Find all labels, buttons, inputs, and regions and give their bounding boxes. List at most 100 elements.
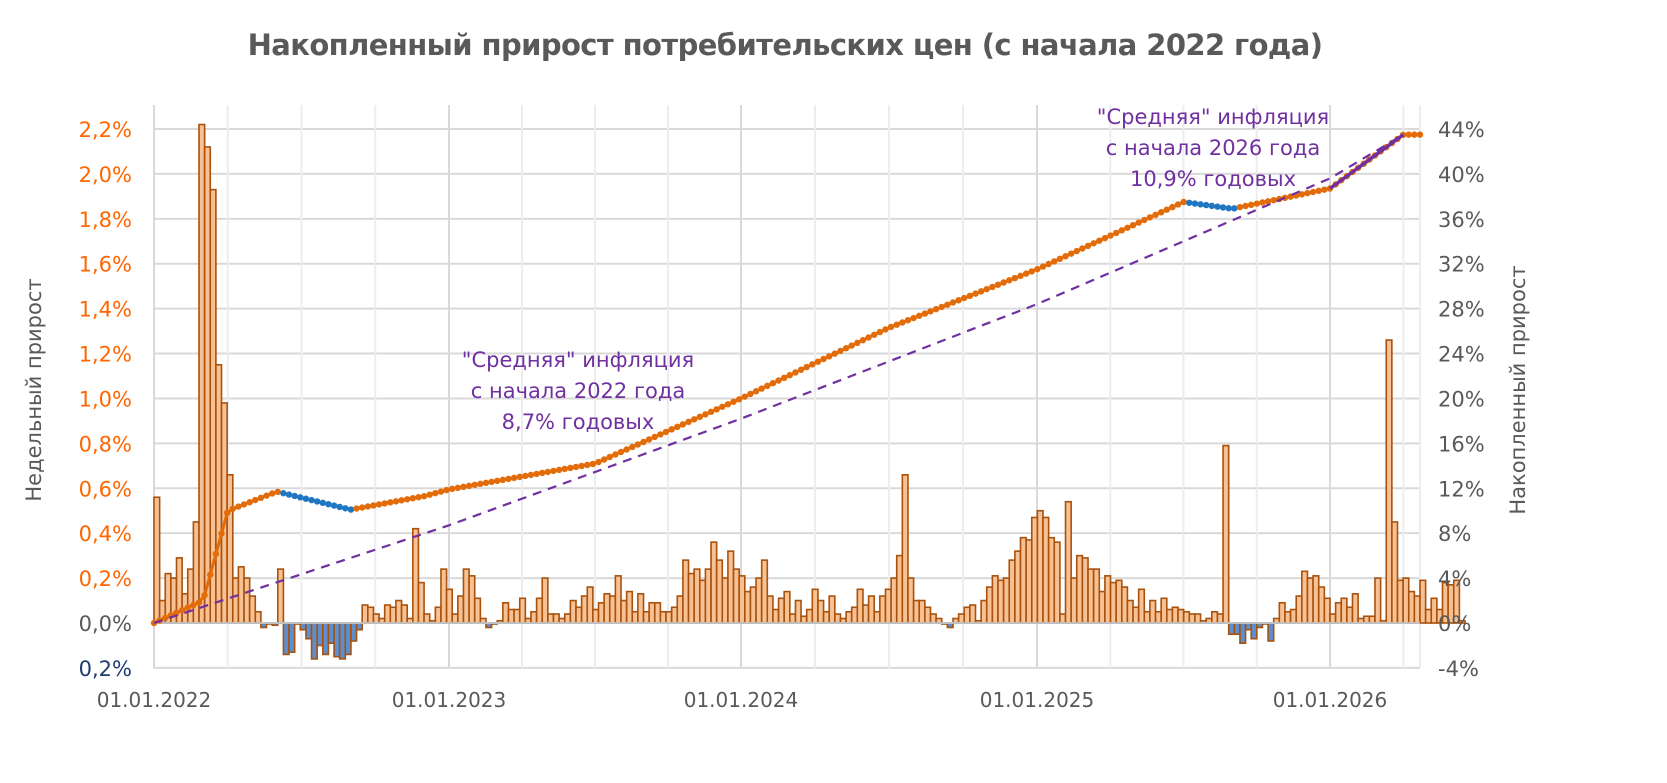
cumulative-marker: [533, 470, 540, 478]
cumulative-marker: [1225, 205, 1232, 212]
cumulative-marker: [173, 609, 180, 616]
weekly-bar: [226, 473, 234, 624]
weekly-bar: [215, 363, 223, 624]
cumulative-marker: [780, 374, 788, 382]
y-left-tick-label: 0,2%: [79, 567, 132, 591]
weekly-bar: [569, 599, 577, 624]
cumulative-marker: [1157, 209, 1165, 216]
weekly-bar: [400, 604, 409, 624]
cumulative-marker: [415, 494, 422, 501]
cumulative-marker: [432, 489, 439, 497]
cumulative-marker: [674, 423, 681, 431]
cumulative-marker: [364, 503, 372, 510]
cumulative-marker: [814, 358, 822, 365]
cumulative-marker: [882, 326, 889, 333]
weekly-bar: [625, 590, 634, 624]
weekly-bar: [1194, 613, 1202, 624]
weekly-bar: [231, 577, 240, 624]
y-right-tick-label: 12%: [1438, 477, 1485, 501]
y-right-tick-label: 4%: [1438, 567, 1471, 591]
weekly-bar: [1419, 579, 1427, 624]
cumulative-marker: [308, 496, 315, 504]
weekly-bar: [929, 613, 937, 624]
cumulative-marker: [702, 411, 709, 418]
weekly-bar: [879, 595, 887, 624]
cumulative-marker: [747, 390, 754, 398]
weekly-bar: [1109, 581, 1117, 624]
weekly-bar: [760, 559, 769, 624]
cumulative-marker: [645, 436, 653, 443]
cumulative-marker: [859, 336, 867, 344]
cumulative-marker: [398, 497, 405, 504]
weekly-bar: [1391, 521, 1399, 624]
weekly-bar: [867, 595, 876, 624]
weekly-bar: [614, 575, 622, 624]
cumulative-marker: [544, 468, 552, 476]
x-axis-ticks: 01.01.2022 01.01.2023 01.01.2024 01.01.2025…: [97, 688, 1388, 712]
cumulative-marker: [1242, 202, 1249, 210]
cumulative-marker: [437, 488, 445, 495]
cumulative-marker: [274, 488, 281, 496]
weekly-bar: [1104, 575, 1112, 624]
cumulative-marker: [1022, 270, 1030, 277]
weekly-bar: [648, 601, 656, 624]
weekly-bar: [1211, 610, 1219, 624]
cumulative-marker: [539, 469, 546, 477]
weekly-bar: [907, 577, 915, 624]
weekly-bar: [1092, 568, 1101, 624]
weekly-bar: [1070, 577, 1078, 624]
cumulative-marker: [1197, 201, 1204, 208]
y-right-tick-label: 40%: [1438, 163, 1485, 187]
cumulative-marker: [482, 479, 490, 487]
weekly-bar: [445, 588, 454, 624]
weekly-bar: [1137, 588, 1146, 624]
cumulative-marker: [820, 355, 827, 363]
cumulative-marker: [561, 465, 568, 473]
cumulative-marker: [336, 503, 343, 511]
y-left-tick-label: 1,0%: [79, 387, 132, 411]
weekly-bar: [389, 606, 397, 624]
weekly-bar: [1385, 339, 1393, 624]
cumulative-marker: [1011, 274, 1019, 282]
weekly-bar: [597, 601, 605, 624]
weekly-bar: [1042, 516, 1050, 624]
weekly-bar: [969, 604, 977, 624]
cumulative-marker: [724, 401, 732, 408]
cumulative-marker: [690, 416, 698, 423]
y-right-tick-label: -4%: [1438, 657, 1479, 681]
weekly-bar: [1306, 577, 1314, 624]
y-right-tick-label: 28%: [1438, 298, 1485, 322]
cumulative-marker: [1180, 198, 1187, 206]
weekly-bar: [383, 604, 392, 624]
cumulative-marker: [944, 301, 951, 308]
weekly-bar: [1374, 577, 1382, 624]
cumulative-marker: [353, 505, 360, 512]
weekly-bar: [631, 610, 639, 624]
avg-inflation-2026-line: [1328, 133, 1405, 190]
cumulative-marker: [938, 303, 945, 311]
cumulative-marker: [1219, 204, 1227, 211]
cumulative-marker: [229, 505, 236, 512]
weekly-bar: [721, 577, 729, 624]
weekly-bar: [687, 572, 695, 624]
cumulative-marker: [640, 438, 647, 446]
cumulative-marker: [302, 495, 310, 502]
cumulative-marker: [685, 418, 692, 426]
cumulative-marker: [330, 502, 338, 509]
weekly-bar: [310, 622, 318, 660]
y-left-tick-label: 0,2%: [79, 657, 132, 681]
cumulative-marker: [842, 345, 850, 352]
weekly-bar: [372, 613, 380, 624]
cumulative-marker: [983, 285, 990, 293]
cumulative-marker: [871, 331, 878, 338]
weekly-bar: [1143, 610, 1151, 624]
weekly-bar: [963, 606, 971, 624]
cumulative-marker: [1208, 202, 1216, 210]
weekly-bar: [434, 606, 442, 624]
cumulative-marker: [370, 502, 377, 509]
cumulative-marker: [1129, 221, 1137, 229]
y-left-tick-label: 1,8%: [79, 208, 132, 232]
cumulative-marker: [555, 466, 563, 474]
cumulative-marker: [595, 458, 602, 466]
cumulative-marker: [876, 328, 884, 336]
